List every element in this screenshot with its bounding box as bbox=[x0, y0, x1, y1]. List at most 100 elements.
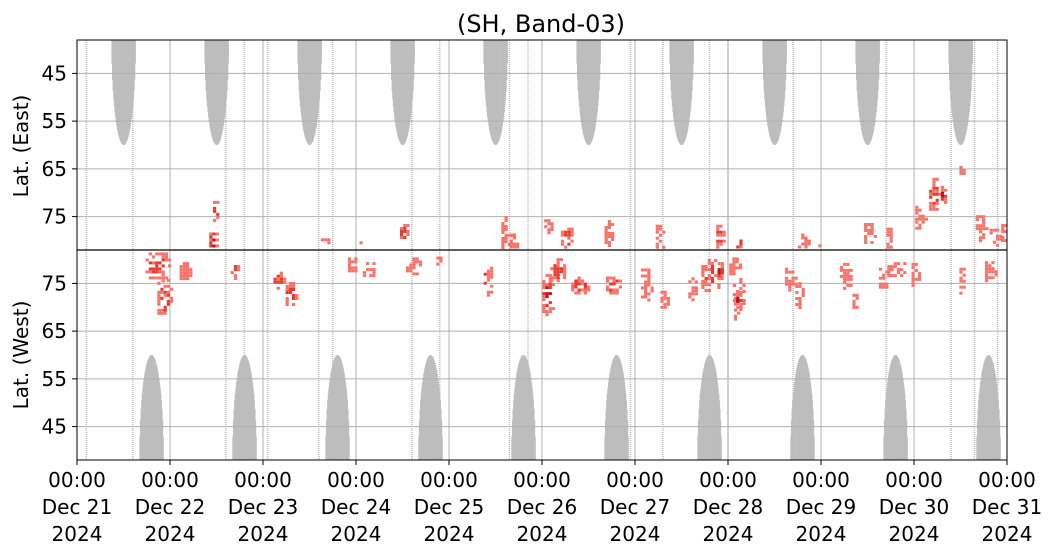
no-coverage-region bbox=[581, 40, 583, 130]
no-coverage-region bbox=[421, 382, 423, 460]
no-coverage-region bbox=[867, 40, 869, 145]
no-coverage-region bbox=[483, 40, 485, 64]
no-coverage-region bbox=[624, 382, 626, 460]
no-coverage-region bbox=[883, 436, 885, 460]
no-coverage-region bbox=[775, 40, 776, 145]
no-coverage-region bbox=[236, 378, 238, 460]
activity-cell bbox=[542, 286, 546, 290]
no-coverage-region bbox=[594, 40, 596, 130]
no-coverage-region bbox=[247, 359, 249, 460]
activity-cell bbox=[959, 285, 963, 289]
no-coverage-region bbox=[705, 359, 707, 460]
activity-cell bbox=[867, 232, 871, 235]
x-tick-label: 00:00 bbox=[792, 468, 850, 492]
no-coverage-region bbox=[531, 382, 533, 460]
no-coverage-region bbox=[494, 40, 496, 145]
activity-cell bbox=[559, 270, 563, 274]
activity-cell bbox=[412, 257, 416, 261]
activity-region bbox=[798, 233, 811, 249]
activity-cell bbox=[574, 279, 578, 283]
activity-cell bbox=[157, 311, 161, 315]
activity-cell bbox=[843, 280, 847, 284]
no-coverage-region bbox=[533, 400, 534, 460]
no-coverage-region bbox=[862, 40, 864, 138]
activity-cell bbox=[182, 274, 186, 278]
activity-cell bbox=[580, 279, 584, 283]
activity-cell bbox=[604, 241, 608, 244]
activity-cell bbox=[501, 231, 505, 234]
activity-cell bbox=[186, 265, 190, 269]
activity-cell bbox=[660, 305, 664, 309]
no-coverage-region bbox=[998, 400, 999, 460]
no-coverage-region bbox=[687, 40, 689, 130]
no-coverage-region bbox=[338, 355, 339, 460]
no-coverage-region bbox=[579, 40, 581, 113]
activity-region bbox=[839, 262, 853, 290]
no-coverage-region bbox=[705, 360, 707, 460]
x-tick-label: Dec 27 bbox=[600, 495, 671, 519]
no-coverage-region bbox=[680, 40, 682, 145]
x-tick-label: 2024 bbox=[424, 522, 475, 546]
no-coverage-region bbox=[317, 40, 319, 118]
no-coverage-region bbox=[612, 359, 614, 460]
activity-cell bbox=[798, 303, 802, 306]
no-coverage-region bbox=[767, 40, 769, 130]
x-tick-label: 2024 bbox=[52, 522, 103, 546]
no-coverage-region bbox=[782, 40, 784, 113]
activity-region bbox=[213, 200, 220, 222]
no-coverage-region bbox=[344, 378, 346, 460]
activity-cell bbox=[788, 282, 792, 286]
no-coverage-region bbox=[325, 420, 327, 460]
no-coverage-region bbox=[343, 370, 345, 460]
activity-cell bbox=[996, 237, 1000, 241]
no-coverage-region bbox=[492, 40, 494, 143]
activity-cell bbox=[516, 242, 520, 246]
activity-cell bbox=[717, 277, 721, 281]
activity-cell bbox=[852, 293, 856, 297]
no-coverage-region bbox=[599, 40, 601, 80]
activity-cell bbox=[978, 239, 983, 243]
activity-cell bbox=[209, 235, 213, 239]
no-coverage-region bbox=[779, 40, 781, 136]
activity-cell bbox=[556, 264, 560, 268]
no-coverage-region bbox=[423, 370, 425, 460]
no-coverage-region bbox=[710, 355, 712, 460]
activity-cell bbox=[292, 297, 296, 300]
activity-cell bbox=[729, 269, 733, 273]
no-coverage-region bbox=[491, 40, 493, 140]
activity-cell bbox=[209, 238, 213, 242]
no-coverage-region bbox=[212, 40, 214, 140]
activity-cell bbox=[189, 271, 193, 275]
activity-cell bbox=[567, 230, 571, 234]
activity-cell bbox=[547, 219, 551, 223]
activity-cell bbox=[719, 242, 723, 246]
no-coverage-region bbox=[162, 436, 164, 460]
no-coverage-region bbox=[339, 357, 341, 460]
activity-cell bbox=[563, 273, 567, 277]
no-coverage-region bbox=[613, 356, 615, 460]
no-coverage-region bbox=[298, 40, 300, 91]
no-coverage-region bbox=[490, 40, 491, 136]
no-coverage-region bbox=[889, 367, 891, 460]
no-coverage-region bbox=[152, 355, 154, 460]
activity-cell bbox=[354, 260, 358, 264]
no-coverage-region bbox=[670, 40, 671, 80]
x-tick-label: 2024 bbox=[517, 522, 568, 546]
activity-cell bbox=[988, 276, 992, 280]
no-coverage-region bbox=[714, 364, 716, 460]
activity-cell bbox=[962, 285, 966, 289]
activity-cell bbox=[804, 239, 808, 243]
no-coverage-region bbox=[246, 356, 248, 460]
no-coverage-region bbox=[577, 40, 578, 80]
activity-cell bbox=[564, 233, 568, 237]
activity-cell bbox=[545, 313, 549, 317]
activity-cell bbox=[650, 286, 654, 290]
activity-cell bbox=[736, 293, 740, 296]
activity-cell bbox=[716, 245, 720, 249]
activity-cell bbox=[959, 165, 963, 169]
activity-cell bbox=[209, 244, 213, 248]
no-coverage-region bbox=[779, 40, 781, 133]
no-coverage-region bbox=[217, 40, 218, 145]
activity-cell bbox=[791, 282, 795, 286]
no-coverage-region bbox=[681, 40, 683, 145]
